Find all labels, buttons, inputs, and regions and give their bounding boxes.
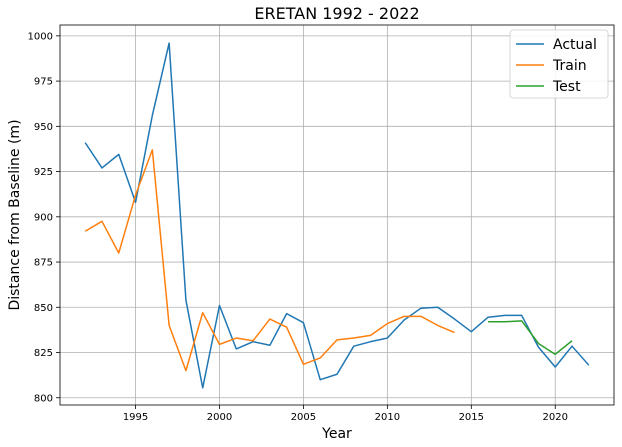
y-tick-label: 850 — [34, 303, 53, 314]
x-tick-label: 2000 — [207, 412, 232, 423]
y-axis-label: Distance from Baseline (m) — [7, 119, 23, 310]
legend: Actual Train Test — [509, 29, 609, 99]
y-tick-label: 900 — [34, 212, 53, 223]
x-tick-label: 2010 — [375, 412, 400, 423]
x-tick-label: 2015 — [459, 412, 484, 423]
x-tick-label: 2020 — [543, 412, 568, 423]
y-tick-label: 825 — [34, 348, 53, 359]
chart-title: ERETAN 1992 - 2022 — [254, 4, 419, 23]
series-line-train — [84, 149, 455, 372]
legend-label-test: Test — [552, 79, 581, 95]
legend-label-actual: Actual — [553, 37, 597, 53]
grid — [60, 25, 614, 405]
y-tick-label: 800 — [34, 393, 53, 404]
legend-label-train: Train — [552, 58, 587, 74]
x-tick-label: 1995 — [123, 412, 148, 423]
series-line-actual — [84, 42, 590, 389]
x-tick-label: 2005 — [291, 412, 316, 423]
series-line-test — [488, 320, 573, 356]
series-lines — [84, 42, 590, 389]
y-tick-label: 950 — [34, 122, 53, 133]
y-tick-label: 1000 — [28, 31, 53, 42]
y-tick-label: 975 — [34, 77, 53, 88]
plot-frame — [59, 24, 615, 406]
y-tick-label: 925 — [34, 167, 53, 178]
y-tick-label: 875 — [34, 258, 53, 269]
axis-ticks: 1995 2000 2005 2010 2015 2020 800 825 850 875 900 9… — [28, 31, 568, 423]
legend-box — [509, 29, 609, 99]
x-axis-label: Year — [321, 426, 352, 442]
